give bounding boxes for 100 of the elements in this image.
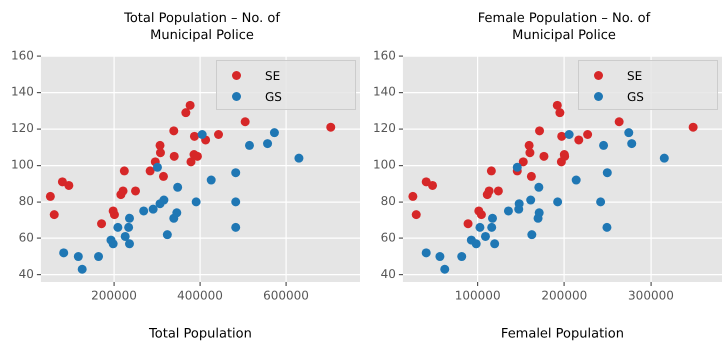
point <box>120 232 130 241</box>
x-tick-label: 400000 <box>177 288 223 302</box>
point <box>326 122 336 132</box>
point <box>534 182 544 192</box>
point <box>146 166 155 176</box>
chart-title: Total Population – No. of Municipal Police <box>123 10 282 44</box>
point <box>231 222 240 232</box>
point <box>428 180 438 190</box>
point <box>244 140 254 150</box>
x-tick-label: 100000 <box>454 288 501 302</box>
point <box>294 154 304 163</box>
point <box>152 162 162 172</box>
point <box>156 140 165 150</box>
point <box>552 100 562 110</box>
point <box>412 210 421 220</box>
point <box>614 117 624 126</box>
point <box>46 192 55 201</box>
point <box>475 222 484 232</box>
y-tick-label: 140 <box>11 84 34 99</box>
point <box>435 252 444 262</box>
point <box>74 252 83 262</box>
point <box>124 239 134 248</box>
point <box>472 239 481 248</box>
legend-label: SE <box>627 68 642 83</box>
y-tick-label: 80 <box>18 194 34 208</box>
y-tick-label: 60 <box>18 230 34 244</box>
point <box>240 117 250 126</box>
point <box>526 196 536 205</box>
point <box>172 208 182 218</box>
point <box>231 197 240 206</box>
point <box>557 132 566 141</box>
point <box>440 264 450 274</box>
point <box>539 152 548 161</box>
x-tick-label: 200000 <box>541 288 588 302</box>
point <box>158 172 168 181</box>
point <box>270 128 279 138</box>
y-tick-label: 160 <box>11 48 34 62</box>
point <box>535 126 544 136</box>
point <box>181 108 190 118</box>
point <box>526 172 536 181</box>
x-axis-title: Femalel Population <box>500 326 624 342</box>
point <box>206 176 216 185</box>
point <box>186 157 196 166</box>
point <box>422 248 431 258</box>
point <box>78 264 87 274</box>
point <box>186 100 195 110</box>
point <box>124 222 134 232</box>
point <box>131 186 140 196</box>
legend-label: GS <box>265 90 282 104</box>
point <box>486 166 496 176</box>
point <box>170 152 179 161</box>
point <box>524 140 534 150</box>
point <box>156 148 165 158</box>
point <box>596 197 606 206</box>
point <box>214 130 224 139</box>
point <box>457 252 466 262</box>
point <box>124 214 134 223</box>
legend-label: GS <box>627 90 644 104</box>
y-tick-label: 40 <box>18 266 34 281</box>
y-tick-label: 160 <box>373 48 396 62</box>
point <box>660 154 669 163</box>
point <box>624 128 634 138</box>
y-tick-label: 120 <box>11 121 34 136</box>
y-tick-label: 40 <box>380 266 396 281</box>
point <box>525 148 534 158</box>
point <box>512 162 522 172</box>
point <box>688 122 698 132</box>
point <box>564 130 574 139</box>
point <box>627 139 636 148</box>
point <box>487 222 496 232</box>
point <box>599 140 608 150</box>
point <box>263 139 272 148</box>
point <box>602 168 612 178</box>
point <box>139 206 148 216</box>
y-tick-label: 100 <box>373 158 396 172</box>
point <box>527 230 536 240</box>
point <box>494 186 503 196</box>
point <box>476 210 486 220</box>
point <box>488 214 497 223</box>
y-tick-label: 80 <box>380 194 396 208</box>
point <box>574 135 584 144</box>
legend-label: SE <box>265 68 280 83</box>
point <box>572 176 581 185</box>
point <box>192 197 201 206</box>
point <box>408 192 418 201</box>
point <box>94 252 104 262</box>
point <box>490 239 500 248</box>
point <box>553 197 562 206</box>
point <box>198 130 207 139</box>
point <box>113 222 122 232</box>
y-tick-label: 100 <box>11 158 34 172</box>
point <box>118 186 128 196</box>
point <box>484 186 494 196</box>
point <box>534 208 544 218</box>
point <box>190 132 199 141</box>
point <box>58 177 67 186</box>
point <box>464 219 473 228</box>
chart-title: Female Population – No. of Municipal Police <box>476 10 652 44</box>
point <box>518 157 528 166</box>
point <box>231 168 240 178</box>
